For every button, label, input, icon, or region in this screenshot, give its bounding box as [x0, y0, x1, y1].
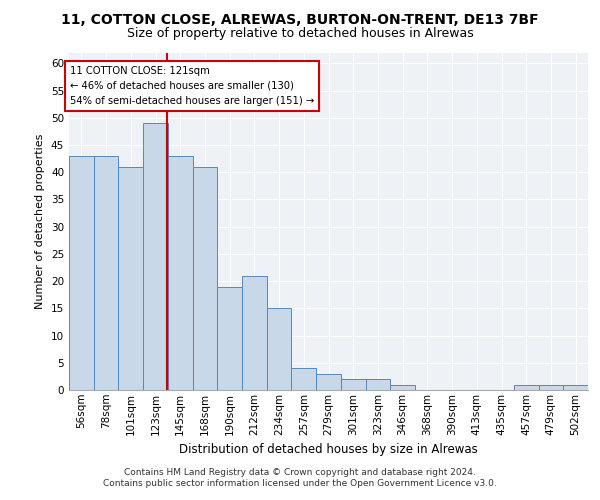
Bar — [365, 379, 390, 390]
Text: Size of property relative to detached houses in Alrewas: Size of property relative to detached ho… — [127, 28, 473, 40]
Bar — [143, 124, 168, 390]
Bar — [94, 156, 118, 390]
Bar — [341, 379, 365, 390]
X-axis label: Distribution of detached houses by size in Alrewas: Distribution of detached houses by size … — [179, 443, 478, 456]
Bar — [292, 368, 316, 390]
Bar — [69, 156, 94, 390]
Bar — [217, 286, 242, 390]
Bar — [267, 308, 292, 390]
Bar — [168, 156, 193, 390]
Text: 11, COTTON CLOSE, ALREWAS, BURTON-ON-TRENT, DE13 7BF: 11, COTTON CLOSE, ALREWAS, BURTON-ON-TRE… — [61, 12, 539, 26]
Bar — [539, 384, 563, 390]
Text: 11 COTTON CLOSE: 121sqm
← 46% of detached houses are smaller (130)
54% of semi-d: 11 COTTON CLOSE: 121sqm ← 46% of detache… — [70, 66, 314, 106]
Bar — [193, 167, 217, 390]
Bar — [316, 374, 341, 390]
Bar — [242, 276, 267, 390]
Text: Contains HM Land Registry data © Crown copyright and database right 2024.
Contai: Contains HM Land Registry data © Crown c… — [103, 468, 497, 487]
Bar — [563, 384, 588, 390]
Bar — [118, 167, 143, 390]
Y-axis label: Number of detached properties: Number of detached properties — [35, 134, 46, 309]
Bar — [390, 384, 415, 390]
Bar — [514, 384, 539, 390]
